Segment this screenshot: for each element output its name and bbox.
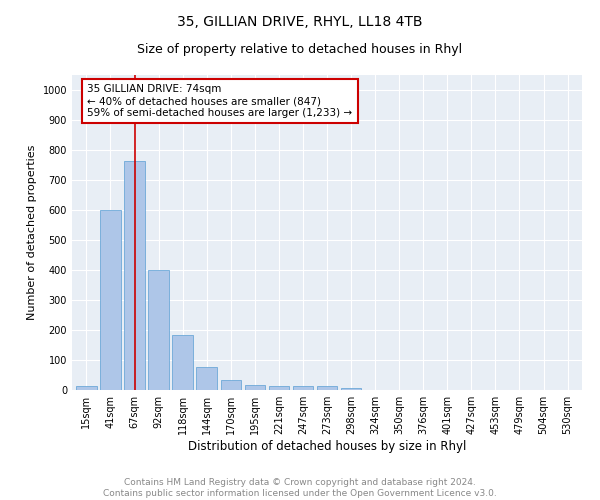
Y-axis label: Number of detached properties: Number of detached properties [27, 145, 37, 320]
Bar [293, 386, 313, 390]
Bar [245, 384, 265, 390]
Text: 35, GILLIAN DRIVE, RHYL, LL18 4TB: 35, GILLIAN DRIVE, RHYL, LL18 4TB [177, 15, 423, 29]
Bar [196, 366, 217, 390]
Text: 35 GILLIAN DRIVE: 74sqm
← 40% of detached houses are smaller (847)
59% of semi-d: 35 GILLIAN DRIVE: 74sqm ← 40% of detache… [88, 84, 352, 117]
Bar [148, 270, 169, 390]
Bar [76, 386, 97, 390]
Bar [269, 386, 289, 390]
Bar [124, 160, 145, 390]
Bar [317, 386, 337, 390]
Bar [100, 210, 121, 390]
Text: Size of property relative to detached houses in Rhyl: Size of property relative to detached ho… [137, 42, 463, 56]
Bar [172, 334, 193, 390]
Text: Contains HM Land Registry data © Crown copyright and database right 2024.
Contai: Contains HM Land Registry data © Crown c… [103, 478, 497, 498]
Bar [221, 380, 241, 390]
Bar [341, 388, 361, 390]
X-axis label: Distribution of detached houses by size in Rhyl: Distribution of detached houses by size … [188, 440, 466, 453]
